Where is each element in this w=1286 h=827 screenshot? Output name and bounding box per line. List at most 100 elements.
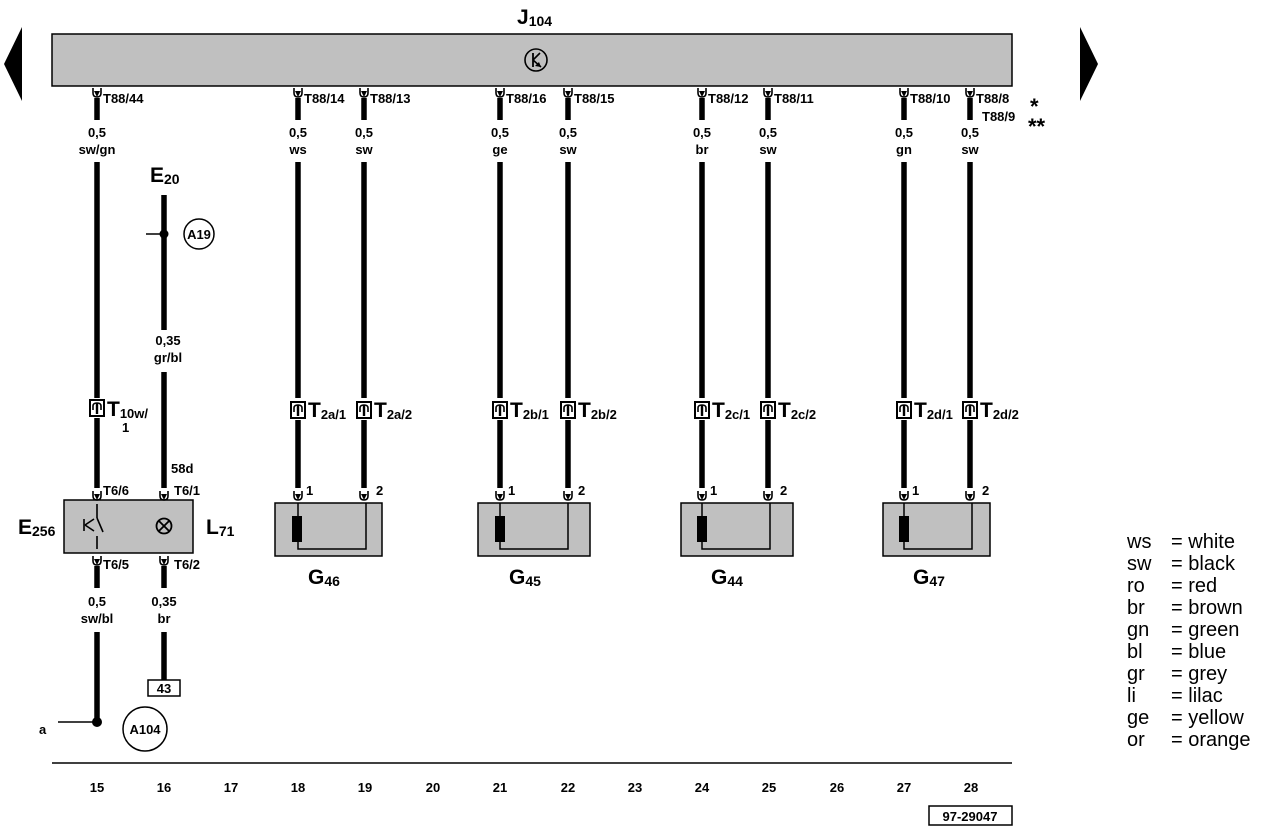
e256-label: E256 [18, 516, 56, 539]
label-a: a [39, 722, 47, 737]
pin-label: 1 [912, 483, 919, 498]
pin-label: 1 [508, 483, 515, 498]
pin-label: T88/16 [506, 91, 546, 106]
j104-label: J104 [517, 6, 552, 29]
connector-labels: T2a/1 T2a/2 T2b/1 T2b/2 T2c/1 T2c/2 T2d/… [308, 399, 1019, 422]
wire-color: sw [355, 142, 373, 157]
color-legend: ws = white sw = black ro = red br = brown gn… [1126, 531, 1251, 751]
pin-label: T88/14 [304, 91, 345, 106]
pin-arrow [159, 555, 169, 566]
sensor-g46[interactable] [274, 502, 383, 557]
l71-label: L71 [206, 516, 235, 539]
wire-color: br [158, 611, 171, 626]
pin-label: 1 [710, 483, 717, 498]
wire-color: ws [288, 142, 306, 157]
column-number: 18 [291, 780, 305, 795]
legend-entry: sw = black [1127, 553, 1236, 575]
connector-label: T2d/2 [980, 399, 1019, 422]
column-numbers: 15 16 17 18 19 20 21 22 23 24 25 26 27 2… [90, 780, 978, 795]
connector-label: T2a/2 [374, 399, 412, 422]
sensor-element-icon [292, 516, 302, 542]
sensor-label: G46 [308, 566, 340, 589]
pin-label: T88/12 [708, 91, 748, 106]
wire-size: 0,5 [88, 594, 106, 609]
pin-label: T6/2 [174, 557, 200, 572]
pin-label: T6/5 [103, 557, 129, 572]
sensor-pin-arrows [293, 490, 975, 501]
column-number: 27 [897, 780, 911, 795]
bulb-icon [155, 517, 173, 535]
doc-number: 97-29047 [943, 809, 998, 824]
legend-entry: bl = blue [1127, 641, 1226, 663]
j104-control-unit[interactable] [51, 33, 1013, 87]
triangle-right-icon[interactable] [1080, 27, 1098, 101]
sensor-g44[interactable] [680, 502, 794, 557]
wire-size: 0,35 [151, 594, 176, 609]
sensor-g45[interactable] [477, 502, 591, 557]
wire-size: 0,5 [759, 125, 777, 140]
wire-size: 0,5 [289, 125, 307, 140]
pin-label: 2 [578, 483, 585, 498]
connector-label: T2c/1 [712, 399, 750, 422]
column-number: 28 [964, 780, 978, 795]
wire-color: gn [896, 142, 912, 157]
connector-label: T2b/2 [578, 399, 617, 422]
column-number: 20 [426, 780, 440, 795]
connector-label: T2d/1 [914, 399, 953, 422]
a104-junction [92, 717, 102, 727]
sensor-label: G47 [913, 566, 945, 589]
wire-size: 0,5 [693, 125, 711, 140]
wire-size: 0,5 [355, 125, 373, 140]
column-number: 16 [157, 780, 171, 795]
pin-arrow [92, 555, 102, 566]
terminal-58d: 58d [171, 461, 193, 476]
pin-arrow [159, 490, 169, 501]
pin-label: 2 [780, 483, 787, 498]
pin-label: 1 [306, 483, 313, 498]
connector-t10w[interactable]: T10w/ [107, 398, 148, 421]
pin-arrow [92, 490, 102, 501]
legend-entry: gn = green [1127, 619, 1239, 641]
wires-upper [94, 98, 973, 398]
pin-label: T88/15 [574, 91, 614, 106]
pin-label: T88/10 [910, 91, 950, 106]
sensor-labels: G46 G45 G44 G47 [308, 566, 945, 589]
pin-label-alt: T88/9 [982, 109, 1015, 124]
pin-label: 2 [376, 483, 383, 498]
connector-label: T2c/2 [778, 399, 816, 422]
legend-entry: ge = yellow [1127, 707, 1244, 729]
a19-ref[interactable] [183, 218, 215, 250]
variant-mark-double-star: ** [1028, 114, 1046, 139]
column-number: 23 [628, 780, 642, 795]
sensor-g47[interactable] [882, 502, 991, 557]
wire-color: sw [759, 142, 777, 157]
a104-text: A104 [129, 722, 161, 737]
pin-label: T88/13 [370, 91, 410, 106]
wire-color: sw [961, 142, 979, 157]
column-number: 17 [224, 780, 238, 795]
wire-color: ge [492, 142, 507, 157]
column-number: 25 [762, 780, 776, 795]
wire-color: sw [559, 142, 577, 157]
wire-size: 0,35 [155, 333, 180, 348]
column-number: 22 [561, 780, 575, 795]
wire-labels-bottom: 0,5 sw/bl 0,35 br [81, 594, 177, 626]
sensor-label: G44 [711, 566, 743, 589]
plug-icon [88, 398, 106, 418]
connector-label: T2a/1 [308, 399, 346, 422]
a19-junction [159, 229, 169, 239]
wire-color: gr/bl [154, 350, 182, 365]
ref-box-43[interactable] [147, 679, 181, 697]
triangle-left-icon[interactable] [4, 27, 22, 101]
wire-color: sw/bl [81, 611, 114, 626]
connector-label: T2b/1 [510, 399, 549, 422]
legend-entry: li = lilac [1127, 685, 1223, 707]
a104-ref[interactable] [122, 706, 168, 752]
legend-entry: ro = red [1127, 575, 1217, 597]
pin-label: T88/11 [774, 91, 814, 106]
pin-label: T88/8 [976, 91, 1009, 106]
legend-entry: or = orange [1127, 729, 1251, 751]
ref-43-text: 43 [157, 681, 171, 696]
pin-label: 2 [982, 483, 989, 498]
